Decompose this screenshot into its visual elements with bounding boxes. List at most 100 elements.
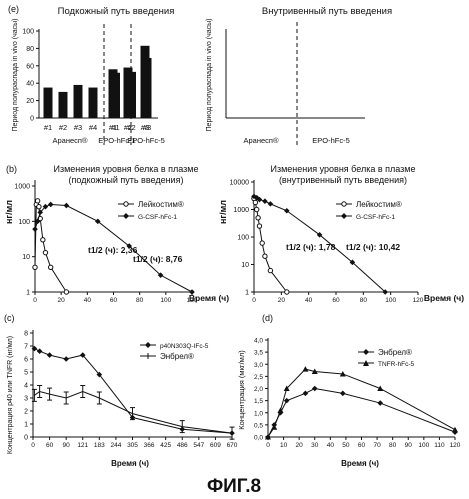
bar xyxy=(58,91,68,118)
series xyxy=(251,193,388,295)
x-tick-label: #3 xyxy=(141,123,149,132)
x-tick-label: 90 xyxy=(405,442,413,449)
y-tick-label: 4,0 xyxy=(254,338,263,345)
data-point xyxy=(302,390,309,397)
bar xyxy=(111,72,120,118)
data-point xyxy=(265,434,271,440)
y-axis-label: Концентрация (мкг/мл) xyxy=(237,350,246,430)
x-tick-label: 80 xyxy=(360,297,368,304)
x-tick-label: 20 xyxy=(58,297,66,304)
x-tick-label: 50 xyxy=(342,442,350,449)
y-tick-label: 1 xyxy=(24,422,28,429)
bar xyxy=(88,87,98,118)
x-tick-label: 425 xyxy=(160,442,171,449)
data-point xyxy=(48,264,54,271)
panel-label-c: (c) xyxy=(4,313,15,323)
x-tick-label: 121 xyxy=(77,442,88,449)
x-tick-label: 120 xyxy=(413,297,424,304)
legend-marker xyxy=(363,360,369,366)
legend: Энбрел® TNFR-hFc-5 xyxy=(358,348,414,368)
group-label: EPO-hFc-5 xyxy=(312,136,350,145)
data-point xyxy=(267,267,274,274)
y-tick-label: 100 xyxy=(237,235,249,242)
y-ticks: 0 20 40 60 80 100 xyxy=(22,29,39,123)
legend-marker xyxy=(123,201,129,207)
group-label: Аранесп® xyxy=(53,136,88,145)
data-point xyxy=(253,194,260,201)
panel-e-intravenous: Внутривенный путь введения Период полура… xyxy=(206,6,392,145)
data-point xyxy=(31,345,38,352)
legend-label: Энбрел® xyxy=(378,348,412,357)
y-axis-label: нг/мл xyxy=(218,200,228,224)
y-axis-label: Период полураспада in vivo (часы) xyxy=(12,19,19,132)
y-axis-label: нг/мл xyxy=(4,200,14,224)
chart-title: Изменения уровня белка в плазме (внутриве… xyxy=(271,164,416,185)
data-point xyxy=(63,356,69,362)
panel-d: (d) Концентрация (мкг/мл) 0 10 20 30 40 50 60 7… xyxy=(237,313,461,468)
y-tick-label: 7 xyxy=(24,344,28,351)
legend-marker xyxy=(363,349,369,355)
bar xyxy=(43,87,53,118)
annotation: t1/2 (ч): 1,78 xyxy=(286,242,336,252)
annotation: t1/2 (ч): 2,36 xyxy=(88,245,138,255)
x-tick-label: 0 xyxy=(31,442,35,449)
legend: Лейкостим® G-CSF-hFc-1 xyxy=(336,200,402,221)
x-tick-label: 120 xyxy=(187,297,198,304)
data-point xyxy=(37,209,44,216)
y-tick-label: 8 xyxy=(24,331,28,338)
legend-label: p40N303Q-IFc-5 xyxy=(160,343,209,350)
data-point xyxy=(32,264,38,271)
data-point xyxy=(340,390,346,397)
panel-e-subcutaneous: (e) Подкожный путь введения Период полур… xyxy=(8,4,174,145)
legend: Лейкостим® G-CSF-hFc-1 xyxy=(118,200,184,221)
y-tick-label: 60 xyxy=(26,63,34,70)
chart-title: Внутривенный путь введения xyxy=(262,6,392,17)
series-line xyxy=(34,203,193,293)
y-tick-label: 20 xyxy=(26,98,34,105)
x-tick-label: 110 xyxy=(434,442,445,449)
legend-label: G-CSF-hFc-1 xyxy=(138,214,177,221)
x-tick-label: 609 xyxy=(210,442,221,449)
legend-marker xyxy=(145,342,151,348)
x-tick-label: #1 xyxy=(44,123,52,132)
x-axis-label: Время (ч) xyxy=(424,293,464,303)
y-tick-label: 0,0 xyxy=(254,435,263,442)
x-tick-label: 244 xyxy=(110,442,121,449)
x-tick-label: 20 xyxy=(296,442,304,449)
data-point xyxy=(349,259,356,266)
group-label: Аранесп® xyxy=(244,136,279,145)
bar xyxy=(142,57,152,118)
x-tick-label: #1 xyxy=(111,123,119,132)
legend-label: Лейкостим® xyxy=(138,200,184,209)
y-tick-label: 1 xyxy=(26,290,30,297)
series-line xyxy=(34,348,233,434)
figure-caption: ФИГ.8 xyxy=(207,476,261,497)
y-tick-label: 3,0 xyxy=(254,362,263,369)
x-tick-label: 0 xyxy=(266,442,270,449)
y-tick-label: 3 xyxy=(24,396,28,403)
chart-title: Изменения уровня белка в плазме (подкожны… xyxy=(54,164,199,185)
data-point xyxy=(96,371,103,378)
legend-label: TNFR-hFc-5 xyxy=(378,361,414,368)
data-point xyxy=(251,193,257,200)
data-point xyxy=(40,237,46,243)
x-tick-label: 10 xyxy=(280,442,288,449)
annotation: t1/2 (ч): 10,42 xyxy=(346,242,400,252)
x-axis-label: Время (ч) xyxy=(341,459,379,468)
data-point xyxy=(311,385,318,392)
y-tick-label: 3,5 xyxy=(254,350,263,357)
legend-marker xyxy=(123,213,129,219)
data-point xyxy=(302,366,309,372)
bars xyxy=(43,45,152,118)
x-tick-label: 60 xyxy=(46,442,54,449)
x-tick-label: 547 xyxy=(193,442,204,449)
x-tick-label: 183 xyxy=(94,442,105,449)
data-point xyxy=(79,352,86,358)
y-tick-label: 1000 xyxy=(233,207,249,214)
data-point xyxy=(339,370,346,377)
y-tick-label: 40 xyxy=(26,81,34,88)
data-point xyxy=(157,272,164,278)
x-tick-label: 100 xyxy=(160,297,171,304)
